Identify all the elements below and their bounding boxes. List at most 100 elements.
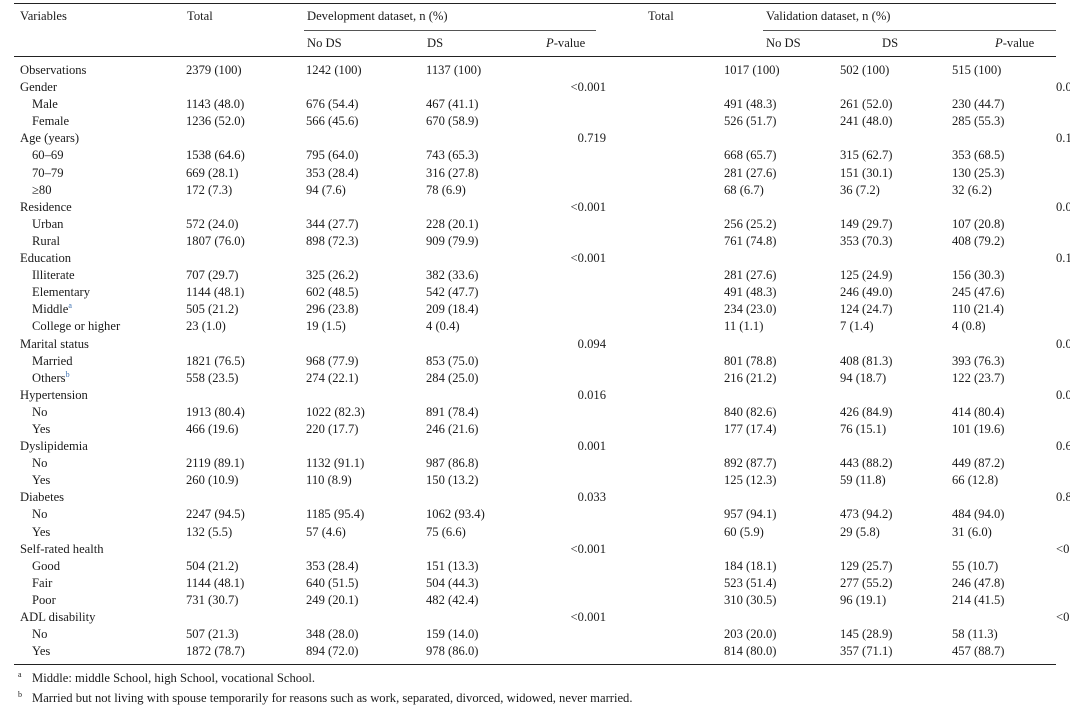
cell-ds-dev: 482 (42.4) [426,592,479,607]
cell-total-val: 256 (25.2) [724,216,777,231]
cell-total-dev: 1236 (52.0) [186,114,245,129]
cell-pvalue-dev [546,421,606,438]
cell-pvalue-dev [546,284,606,301]
column-gap [606,506,724,523]
cell-pvalue-dev [546,455,606,472]
cell-no-ds-val: 408 (81.3) [840,353,893,368]
cell-ds-val: 230 (44.7) [952,97,1005,112]
cell-no-ds-val: 145 (28.9) [840,627,893,642]
cell-total-val: 281 (27.6) [724,165,777,180]
cell-no-ds-dev [306,609,426,626]
cell-ds-val: 107 (20.8) [952,216,1005,231]
cell-ds-val: 31 (6.0) [952,524,992,539]
cell-ds-val: 4 (0.8) [952,319,986,334]
cell-ds-val: 130 (25.3) [952,165,1005,180]
row-sublabel: Yes [14,524,186,541]
cell-total-dev: 466 (19.6) [186,421,239,436]
row-label-text: Poor [32,592,56,607]
cell-total-dev: 260 (10.9) [186,473,239,488]
table-row: Middlea 505 (21.2) 296 (23.8) 209 (18.4) 234… [14,301,1056,318]
cell-total-val [724,199,840,216]
row-sublabel: Female [14,113,186,130]
row-category: ADL disability [14,609,186,626]
cell-total-val [724,609,840,626]
column-gap [606,592,724,609]
cell-no-ds-val [840,489,952,506]
row-sublabel: No [14,455,186,472]
cell-pvalue-dev [546,472,606,489]
row-category: Gender [14,79,186,96]
column-gap [606,301,724,318]
row-category: Diabetes [14,489,186,506]
cell-total-val: 281 (27.6) [724,268,777,283]
cell-no-ds-dev: 57 (4.6) [306,524,346,539]
cell-pvalue-dev [546,165,606,182]
table-row: ≥80 172 (7.3) 94 (7.6) 78 (6.9) 68 (6.7) 36 (… [14,182,1056,199]
cell-total-dev: 558 (23.5) [186,370,239,385]
table-row: Urban 572 (24.0) 344 (27.7) 228 (20.1) 256 (… [14,216,1056,233]
cell-total-val: 11 (1.1) [724,319,764,334]
row-label-text: Education [20,251,72,266]
cell-no-ds-val: 124 (24.7) [840,302,893,317]
column-gap [606,387,724,404]
table-row: Illiterate 707 (29.7) 325 (26.2) 382 (33.6)… [14,267,1056,284]
footnote-b: b Married but not living with spouse temp… [18,689,633,705]
column-gap [606,524,724,541]
header-pvalue-val: P-value [995,36,1035,50]
cell-no-ds-dev: 353 (28.4) [306,165,359,180]
row-sublabel: Illiterate [14,267,186,284]
cell-total-dev: 172 (7.3) [186,182,233,197]
cell-total-dev: 572 (24.0) [186,216,239,231]
cell-no-ds-dev: 1185 (95.4) [306,507,365,522]
cell-ds-dev: 228 (20.1) [426,216,479,231]
table-row: Married 1821 (76.5) 968 (77.9) 853 (75.0) 80… [14,353,1056,370]
cell-total-val: 761 (74.8) [724,233,777,248]
cell-no-ds-val: 473 (94.2) [840,507,893,522]
cell-pvalue-dev [546,233,606,250]
column-gap [606,370,724,387]
row-sublabel: Male [14,96,186,113]
cell-total-val: 216 (21.2) [724,370,777,385]
table-row: Othersb 558 (23.5) 274 (22.1) 284 (25.0) 216… [14,370,1056,387]
row-label-text: Dyslipidemia [20,439,88,454]
cell-total-dev: 707 (29.7) [186,268,239,283]
row-label-text: Female [32,114,70,129]
column-gap [606,455,724,472]
cell-ds-val: 245 (47.6) [952,285,1005,300]
row-label-text: 70–79 [32,165,64,180]
header-total-val: Total [648,9,674,23]
cell-total-val: 203 (20.0) [724,627,777,642]
cell-total-val: 234 (23.0) [724,302,777,317]
cell-total-val [724,79,840,96]
cell-total-dev [186,438,306,455]
table-row: ADL disability<0.001<0.001 [14,609,1070,626]
data-table: Observations 2379 (100) 1242 (100) 1137 (10… [14,62,1070,660]
cell-pvalue-dev [546,506,606,523]
cell-ds-val: 393 (76.3) [952,353,1005,368]
cell-total-val: 1017 (100) [724,63,780,77]
cell-total-dev: 1872 (78.7) [186,644,245,659]
cell-total-val: 801 (78.8) [724,353,777,368]
cell-total-dev: 669 (28.1) [186,165,239,180]
table-row: No 507 (21.3) 348 (28.0) 159 (14.0) 203 (20.… [14,626,1056,643]
column-gap [606,438,724,455]
cell-total-dev: 731 (30.7) [186,592,239,607]
cell-no-ds-dev [306,541,426,558]
cell-pvalue-dev: <0.001 [570,541,606,556]
cell-total-val: 523 (51.4) [724,575,777,590]
cell-no-ds-val: 241 (48.0) [840,114,893,129]
cell-no-ds-val: 129 (25.7) [840,558,893,573]
top-rule [14,3,1056,4]
footnote-a: a Middle: middle School, high School, voc… [18,669,315,685]
cell-ds-val [952,489,1056,506]
cell-no-ds-dev: 249 (20.1) [306,592,359,607]
cell-total-dev [186,130,306,147]
cell-pvalue-dev [546,575,606,592]
cell-ds-val: 156 (30.3) [952,268,1005,283]
cell-no-ds-val [840,609,952,626]
row-sublabel: ≥80 [14,182,186,199]
cell-total-val: 310 (30.5) [724,592,777,607]
row-label-text: Urban [32,216,64,231]
footnote-ref: b [65,369,70,379]
